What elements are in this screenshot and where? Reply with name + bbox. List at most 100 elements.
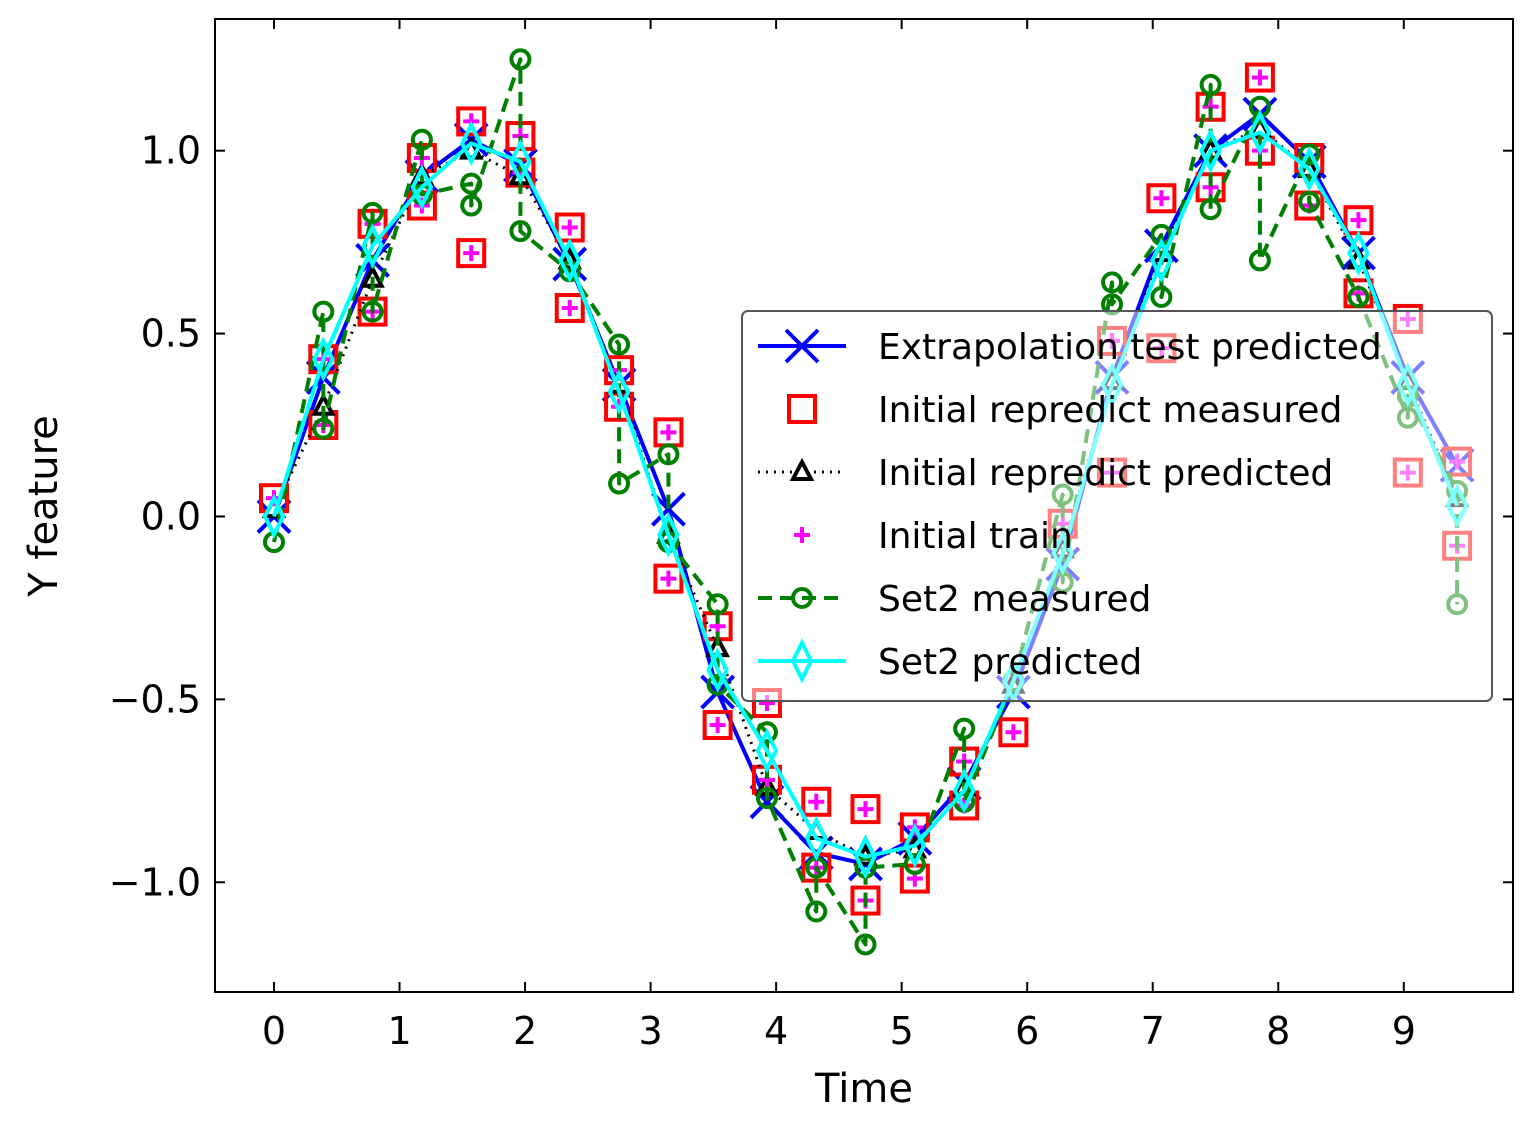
data-point bbox=[657, 443, 680, 466]
data-point bbox=[410, 164, 434, 210]
data-point bbox=[952, 768, 976, 814]
x-axis-label: Time bbox=[814, 1066, 913, 1112]
x-tick-label: 7 bbox=[1141, 1009, 1165, 1053]
data-point bbox=[312, 300, 335, 323]
data-point bbox=[706, 647, 729, 693]
data-point bbox=[657, 512, 680, 558]
data-point bbox=[1248, 109, 1272, 156]
data-point bbox=[903, 823, 927, 869]
data-point bbox=[459, 120, 483, 167]
data-point bbox=[1150, 237, 1173, 284]
x-tick-label: 4 bbox=[764, 1009, 788, 1053]
data-point bbox=[854, 933, 877, 956]
data-point bbox=[607, 369, 631, 415]
y-tick-label: 0.0 bbox=[141, 494, 201, 538]
x-tick-label: 8 bbox=[1266, 1009, 1290, 1053]
data-point bbox=[850, 794, 881, 825]
series-line bbox=[272, 130, 1459, 859]
legend-marker bbox=[791, 587, 813, 609]
data-point bbox=[1298, 143, 1321, 166]
legend-entry: Initial repredict measured bbox=[787, 390, 1342, 431]
legend-label: Set2 measured bbox=[878, 579, 1151, 620]
data-point bbox=[1146, 183, 1177, 214]
legend-box bbox=[741, 310, 1493, 702]
legend-entry: Initial train bbox=[794, 516, 1073, 557]
data-point bbox=[463, 245, 480, 262]
plot-frame bbox=[214, 18, 1514, 993]
data-point bbox=[1199, 73, 1222, 96]
data-point bbox=[460, 172, 483, 195]
data-point bbox=[998, 717, 1029, 748]
legend-marker bbox=[789, 457, 815, 481]
legend-label: Initial repredict measured bbox=[878, 390, 1342, 431]
data-point bbox=[1005, 724, 1022, 741]
data-point bbox=[755, 787, 778, 810]
y-axis-label: Y feature bbox=[21, 415, 67, 598]
ticks: 0 1 2 3 4 5 6 7 8 9 −1.0 −0.5 0.0 0.5 1.0 bbox=[109, 19, 1513, 1053]
legend-entry: Extrapolation test predicted bbox=[758, 327, 1382, 368]
data-point bbox=[509, 220, 532, 243]
data-point bbox=[554, 292, 585, 323]
y-tick-label: −0.5 bbox=[109, 677, 201, 721]
data-point bbox=[857, 801, 874, 818]
data-point bbox=[653, 563, 684, 594]
data-point bbox=[262, 493, 286, 540]
data-point bbox=[808, 793, 825, 810]
data-point bbox=[558, 237, 582, 284]
y-tick-label: −1.0 bbox=[109, 860, 201, 904]
legend-label: Extrapolation test predicted bbox=[878, 327, 1382, 368]
data-point bbox=[357, 296, 388, 327]
x-tick-label: 0 bbox=[262, 1009, 286, 1053]
data-point bbox=[903, 852, 926, 875]
legend-entry: Initial repredict predicted bbox=[758, 453, 1333, 494]
legend-entry: Set2 measured bbox=[758, 579, 1151, 620]
x-tick-label: 5 bbox=[890, 1009, 914, 1053]
data-point bbox=[410, 128, 433, 151]
data-point bbox=[850, 885, 881, 916]
data-point bbox=[1199, 198, 1222, 221]
data-point bbox=[1153, 190, 1170, 207]
data-point bbox=[801, 786, 832, 817]
legend: Extrapolation test predicted Initial repr… bbox=[741, 310, 1493, 702]
legend-label: Set2 predicted bbox=[878, 642, 1142, 683]
y-tick-label: 0.5 bbox=[141, 312, 201, 356]
legend-marker bbox=[790, 638, 814, 684]
legend-marker bbox=[784, 328, 820, 364]
data-point bbox=[854, 833, 877, 880]
data-point bbox=[311, 336, 335, 382]
x-tick-label: 3 bbox=[639, 1009, 663, 1053]
data-point bbox=[804, 815, 828, 862]
data-point bbox=[755, 727, 779, 774]
legend-label: Initial train bbox=[878, 516, 1073, 557]
data-point bbox=[702, 709, 733, 740]
data-point bbox=[1347, 286, 1370, 308]
data-point bbox=[805, 900, 828, 923]
data-point bbox=[509, 48, 532, 71]
legend-entry: Set2 predicted bbox=[758, 638, 1142, 684]
data-point bbox=[456, 106, 487, 137]
data-point bbox=[509, 138, 532, 185]
data-point bbox=[1199, 128, 1222, 174]
data-point bbox=[1251, 69, 1268, 86]
data-point bbox=[706, 593, 729, 616]
data-point bbox=[608, 333, 631, 356]
legend-label: Initial repredict predicted bbox=[878, 453, 1333, 494]
series-line bbox=[272, 57, 1460, 947]
data-point bbox=[561, 219, 578, 236]
x-tick-label: 9 bbox=[1392, 1009, 1416, 1053]
x-tick-label: 6 bbox=[1015, 1009, 1039, 1053]
data-point bbox=[1350, 212, 1367, 229]
data-point bbox=[1244, 62, 1275, 93]
data-point bbox=[361, 223, 384, 269]
legend-marker bbox=[794, 527, 810, 543]
x-tick-label: 2 bbox=[513, 1009, 537, 1053]
data-point bbox=[561, 299, 578, 316]
legend-marker bbox=[787, 394, 817, 424]
data-point bbox=[312, 417, 335, 440]
data-point bbox=[456, 238, 487, 269]
data-point bbox=[460, 194, 483, 217]
data-point bbox=[709, 716, 726, 733]
x-tick-label: 1 bbox=[387, 1009, 411, 1053]
data-point bbox=[361, 201, 384, 224]
